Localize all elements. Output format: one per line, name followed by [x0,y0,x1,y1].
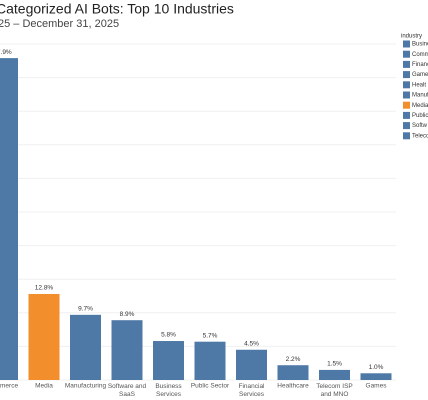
bar [28,293,60,380]
legend-label: Busine [412,42,428,48]
x-tick-label: Manufacturing [65,383,107,390]
legend-label: Media [412,103,428,109]
bar [194,341,226,380]
bar [70,314,101,380]
x-tick-label: Public Sector [191,383,230,390]
legend-title: industry [401,34,422,40]
legend-swatch [403,101,410,109]
chart-subtitle: 25 – December 31, 2025 [0,18,119,30]
value-label: 9.7% [78,306,93,313]
value-label: 47.9% [0,49,12,56]
value-label: 4.5% [244,340,259,347]
bar [0,58,18,380]
legend-swatch [403,71,410,79]
legend-swatch [403,40,410,48]
value-label: 1.5% [327,361,342,368]
legend-swatch [403,132,410,140]
legend-label: Teleco [412,133,428,139]
bar [111,320,143,380]
x-tick-label: Media [35,383,53,390]
x-tick-label: Business Services [155,383,182,398]
legend-swatch [403,122,410,130]
x-tick-label: Telecom ISP and MNO [316,383,353,398]
chart-title: Categorized AI Bots: Top 10 Industries [0,1,234,17]
bar [277,365,309,380]
legend-swatch [403,60,410,68]
legend-label: Healt [412,82,426,88]
bar [153,341,184,380]
value-label: 12.8% [35,285,54,292]
legend-label: Comm [412,52,428,58]
legend-label: Financ [412,62,428,68]
x-tick-label: Healthcare [277,383,309,390]
value-label: 2.2% [286,356,301,363]
bar [360,373,392,380]
legend-swatch [403,91,410,99]
value-label: 8.9% [120,311,135,318]
legend-label: Game [412,72,428,78]
x-tick-label: Games [366,383,388,390]
value-label: 5.7% [203,332,218,339]
legend-label: Softw [412,123,428,129]
bar [236,349,267,380]
x-tick-label: Financial Services [238,383,265,398]
legend-swatch [403,81,410,89]
value-label: 1.0% [369,364,384,371]
x-tick-label: merce [0,383,18,390]
legend-label: Manuf [412,93,428,99]
bar [319,369,350,380]
legend-swatch [403,111,410,119]
legend-label: Public [412,113,428,119]
legend-swatch [403,50,410,58]
value-label: 5.8% [161,332,176,339]
x-tick-label: Software and SaaS [108,383,147,398]
